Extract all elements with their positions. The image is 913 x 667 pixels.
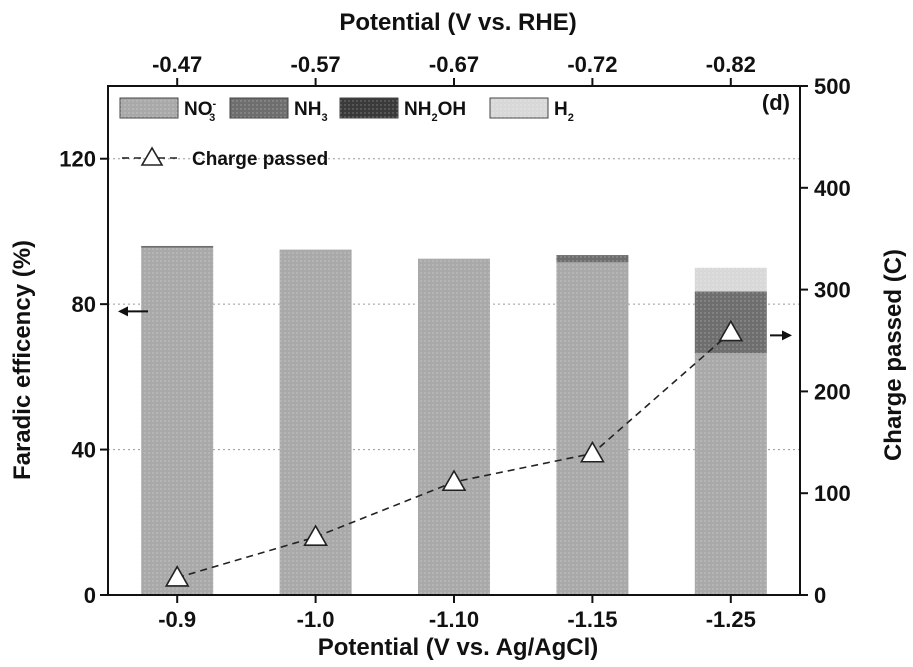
- legend: NO-3 NH3 NH2OH H2 Charge passed: [119, 97, 574, 170]
- right-axis-arrow-head: [782, 330, 792, 341]
- top-x-tick-label: -0.57: [291, 52, 341, 77]
- bar-texture: [556, 255, 629, 263]
- bars: [141, 245, 767, 595]
- top-x-axis-title: Potential (V vs. RHE): [339, 9, 576, 36]
- x-tick-label: -1.25: [706, 607, 756, 632]
- y-axis-title: Faradic efficency (%): [9, 240, 36, 480]
- left-axis-arrow-head: [118, 306, 128, 317]
- x-axis-title: Potential (V vs. Ag/AgCl): [318, 634, 598, 661]
- y2-tick-label: 400: [814, 176, 851, 201]
- y-tick-label: 40: [72, 438, 96, 463]
- legend-swatch-texture: [340, 98, 398, 118]
- y-tick-label: 80: [72, 292, 96, 317]
- charge-marker-1: [303, 524, 328, 547]
- x-tick-label: -0.9: [158, 607, 196, 632]
- y-tick-label: 0: [84, 583, 96, 608]
- bar-texture: [694, 353, 767, 595]
- y2-tick-label: 500: [814, 74, 851, 99]
- bar-texture: [141, 247, 214, 595]
- charge-marker-2: [441, 469, 467, 492]
- top-x-tick-label: -0.82: [706, 52, 756, 77]
- y2-tick-label: 100: [814, 481, 851, 506]
- bar-texture: [418, 258, 490, 595]
- x-tick-label: -1.15: [567, 607, 617, 632]
- y2-axis-title: Charge passed (C): [880, 249, 907, 461]
- legend-swatch-texture: [490, 98, 548, 118]
- legend-label-1: NH3: [294, 99, 328, 124]
- y-tick-label: 120: [59, 147, 96, 172]
- top-x-tick-label: -0.47: [152, 52, 202, 77]
- bar-texture: [556, 262, 629, 595]
- legend-label-2: NH2OH: [404, 99, 466, 124]
- top-x-tick-label: -0.72: [567, 52, 617, 77]
- legend-swatch-texture: [230, 98, 288, 118]
- bar-texture: [694, 267, 767, 292]
- legend-triangle: [140, 146, 164, 166]
- charge-marker-0: [164, 565, 190, 587]
- y2-tick-label: 300: [814, 278, 851, 303]
- x-tick-label: -1.0: [297, 607, 335, 632]
- legend-swatch-texture: [120, 98, 178, 118]
- legend-label-3: H2: [554, 99, 574, 124]
- charge-line: [164, 319, 744, 587]
- y2-tick-label: 200: [814, 379, 851, 404]
- charge-marker-3: [580, 440, 605, 463]
- top-x-tick-label: -0.67: [429, 52, 479, 77]
- charge-marker-4: [718, 319, 744, 342]
- y2-tick-label: 0: [814, 583, 826, 608]
- bar-texture: [141, 245, 214, 248]
- axes: [100, 78, 808, 603]
- tick-labels: 0 40 80 120 0 100 200 300 400 500 -0.9 -0.47 -1.0 -0.…: [59, 52, 850, 632]
- legend-label-0: NO-3: [184, 98, 217, 124]
- x-tick-label: -1.10: [429, 607, 479, 632]
- panel-label: (d): [762, 90, 790, 115]
- legend-label-charge: Charge passed: [192, 149, 328, 170]
